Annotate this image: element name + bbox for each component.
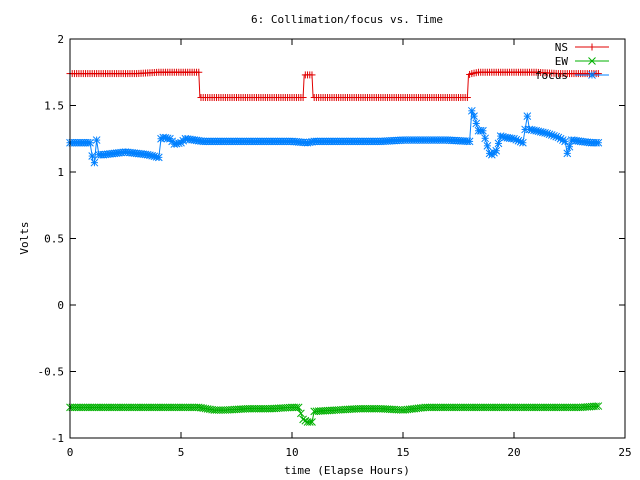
data-point — [297, 409, 305, 418]
x-tick-label: 20 — [507, 446, 520, 459]
data-point — [465, 137, 474, 146]
legend-label: NS — [555, 41, 568, 54]
y-tick-label: 2 — [57, 33, 64, 46]
data-point — [299, 94, 307, 102]
x-tick-label: 25 — [618, 446, 631, 459]
data-point — [292, 403, 301, 412]
data-point — [565, 142, 574, 151]
legend-marker — [588, 71, 596, 79]
data-point — [294, 403, 303, 412]
series-focus — [66, 106, 603, 167]
y-tick-label: -1 — [51, 432, 64, 445]
y-tick-label: 0.5 — [44, 233, 64, 246]
data-point — [308, 418, 316, 426]
legend-label: focus — [535, 69, 568, 82]
data-point — [479, 126, 487, 135]
plot-frame — [69, 38, 626, 439]
data-point — [154, 153, 163, 162]
data-point — [472, 119, 481, 128]
legend-label: EW — [555, 55, 569, 68]
x-tick-label: 10 — [285, 446, 298, 459]
data-point — [594, 70, 602, 78]
data-point — [523, 112, 532, 120]
y-tick-label: -0.5 — [38, 366, 65, 379]
y-tick-label: 1.5 — [44, 100, 64, 113]
data-point — [494, 139, 503, 148]
axis-ticks: 0 5 10 15 20 25 -1 -0.5 0 0.5 1 1.5 2 — [38, 33, 632, 459]
series-line-ns — [70, 71, 599, 98]
x-axis-label: time (Elapse Hours) — [284, 464, 410, 477]
data-point — [195, 68, 203, 76]
series-layer — [66, 68, 603, 426]
data-point — [481, 134, 489, 143]
y-tick-label: 0 — [57, 299, 64, 312]
data-point — [561, 137, 569, 146]
data-point — [299, 415, 307, 424]
data-point — [301, 416, 310, 425]
data-point — [483, 141, 492, 150]
y-axis-label: Volts — [18, 221, 31, 254]
data-point — [592, 402, 600, 411]
legend-marker — [588, 57, 596, 65]
data-point — [88, 152, 97, 160]
data-point — [594, 138, 603, 147]
data-point — [492, 146, 501, 155]
legend-item-ns: NS — [555, 41, 609, 54]
chart-title: 6: Collimation/focus vs. Time — [251, 13, 443, 26]
data-point — [92, 136, 101, 144]
series-ns — [66, 68, 602, 102]
data-point — [305, 418, 314, 426]
x-tick-label: 0 — [67, 446, 74, 459]
legend-item-ew: EW — [555, 55, 609, 68]
data-point — [519, 138, 527, 147]
data-point — [594, 402, 603, 410]
data-point — [563, 149, 572, 158]
data-point — [90, 158, 99, 167]
data-point — [463, 94, 471, 102]
x-tick-label: 5 — [178, 446, 185, 459]
data-point — [308, 71, 316, 79]
data-point — [86, 138, 94, 147]
legend-marker — [588, 43, 596, 51]
data-point — [470, 112, 478, 120]
legend-item-focus: focus — [535, 69, 609, 82]
series-ew — [66, 402, 603, 426]
y-tick-label: 1 — [57, 166, 64, 179]
x-tick-label: 15 — [396, 446, 409, 459]
